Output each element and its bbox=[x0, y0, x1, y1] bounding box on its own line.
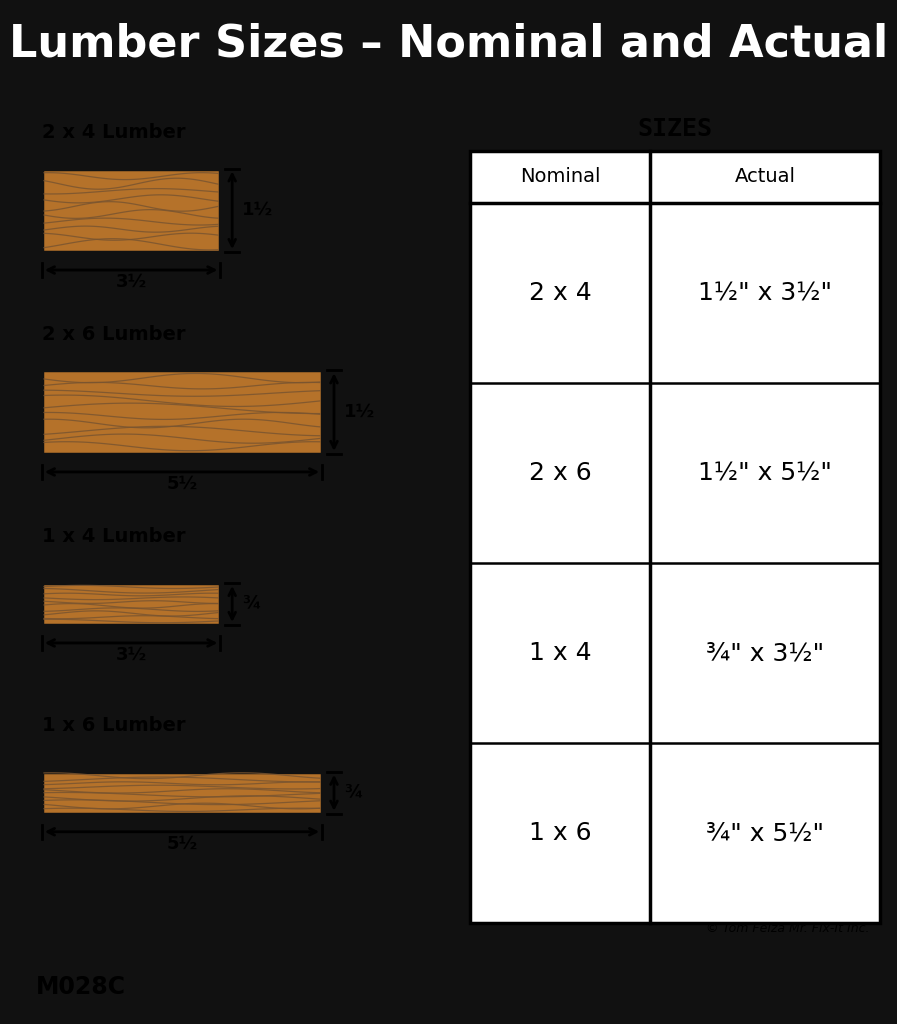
Text: 1½: 1½ bbox=[344, 403, 375, 421]
Text: 1 x 4: 1 x 4 bbox=[529, 641, 591, 665]
Text: 1 x 6: 1 x 6 bbox=[529, 821, 591, 845]
Text: M028C: M028C bbox=[36, 975, 126, 999]
Text: ¾" x 3½": ¾" x 3½" bbox=[706, 641, 824, 665]
Text: ¾: ¾ bbox=[344, 783, 362, 802]
Text: 5½: 5½ bbox=[166, 475, 197, 493]
Text: 1 x 4 Lumber: 1 x 4 Lumber bbox=[42, 527, 186, 546]
Text: © Tom Feiza Mr. Fix-It Inc.: © Tom Feiza Mr. Fix-It Inc. bbox=[707, 923, 870, 935]
Text: 2 x 4 Lumber: 2 x 4 Lumber bbox=[42, 123, 186, 142]
Text: Actual: Actual bbox=[735, 167, 796, 186]
Text: 3½: 3½ bbox=[116, 646, 147, 664]
Text: 2 x 4: 2 x 4 bbox=[529, 282, 592, 305]
Text: SIZES: SIZES bbox=[638, 118, 712, 141]
Text: Lumber Sizes – Nominal and Actual: Lumber Sizes – Nominal and Actual bbox=[9, 23, 888, 65]
Text: 2 x 6 Lumber: 2 x 6 Lumber bbox=[42, 326, 186, 344]
Text: 1½" x 3½": 1½" x 3½" bbox=[698, 282, 832, 305]
Bar bbox=[42, 371, 322, 454]
Bar bbox=[470, 151, 880, 923]
Text: 2 x 6: 2 x 6 bbox=[529, 461, 592, 485]
Text: 1½" x 5½": 1½" x 5½" bbox=[698, 461, 832, 485]
Text: ¾: ¾ bbox=[242, 595, 261, 613]
Bar bbox=[42, 169, 220, 252]
Text: 1½: 1½ bbox=[242, 201, 274, 219]
Bar bbox=[42, 772, 322, 814]
Text: ¾" x 5½": ¾" x 5½" bbox=[706, 821, 824, 845]
Text: 1 x 6 Lumber: 1 x 6 Lumber bbox=[42, 716, 186, 735]
Text: 5½: 5½ bbox=[166, 835, 197, 853]
Bar bbox=[42, 583, 220, 625]
Text: Nominal: Nominal bbox=[520, 167, 600, 186]
Text: 3½: 3½ bbox=[116, 273, 147, 291]
